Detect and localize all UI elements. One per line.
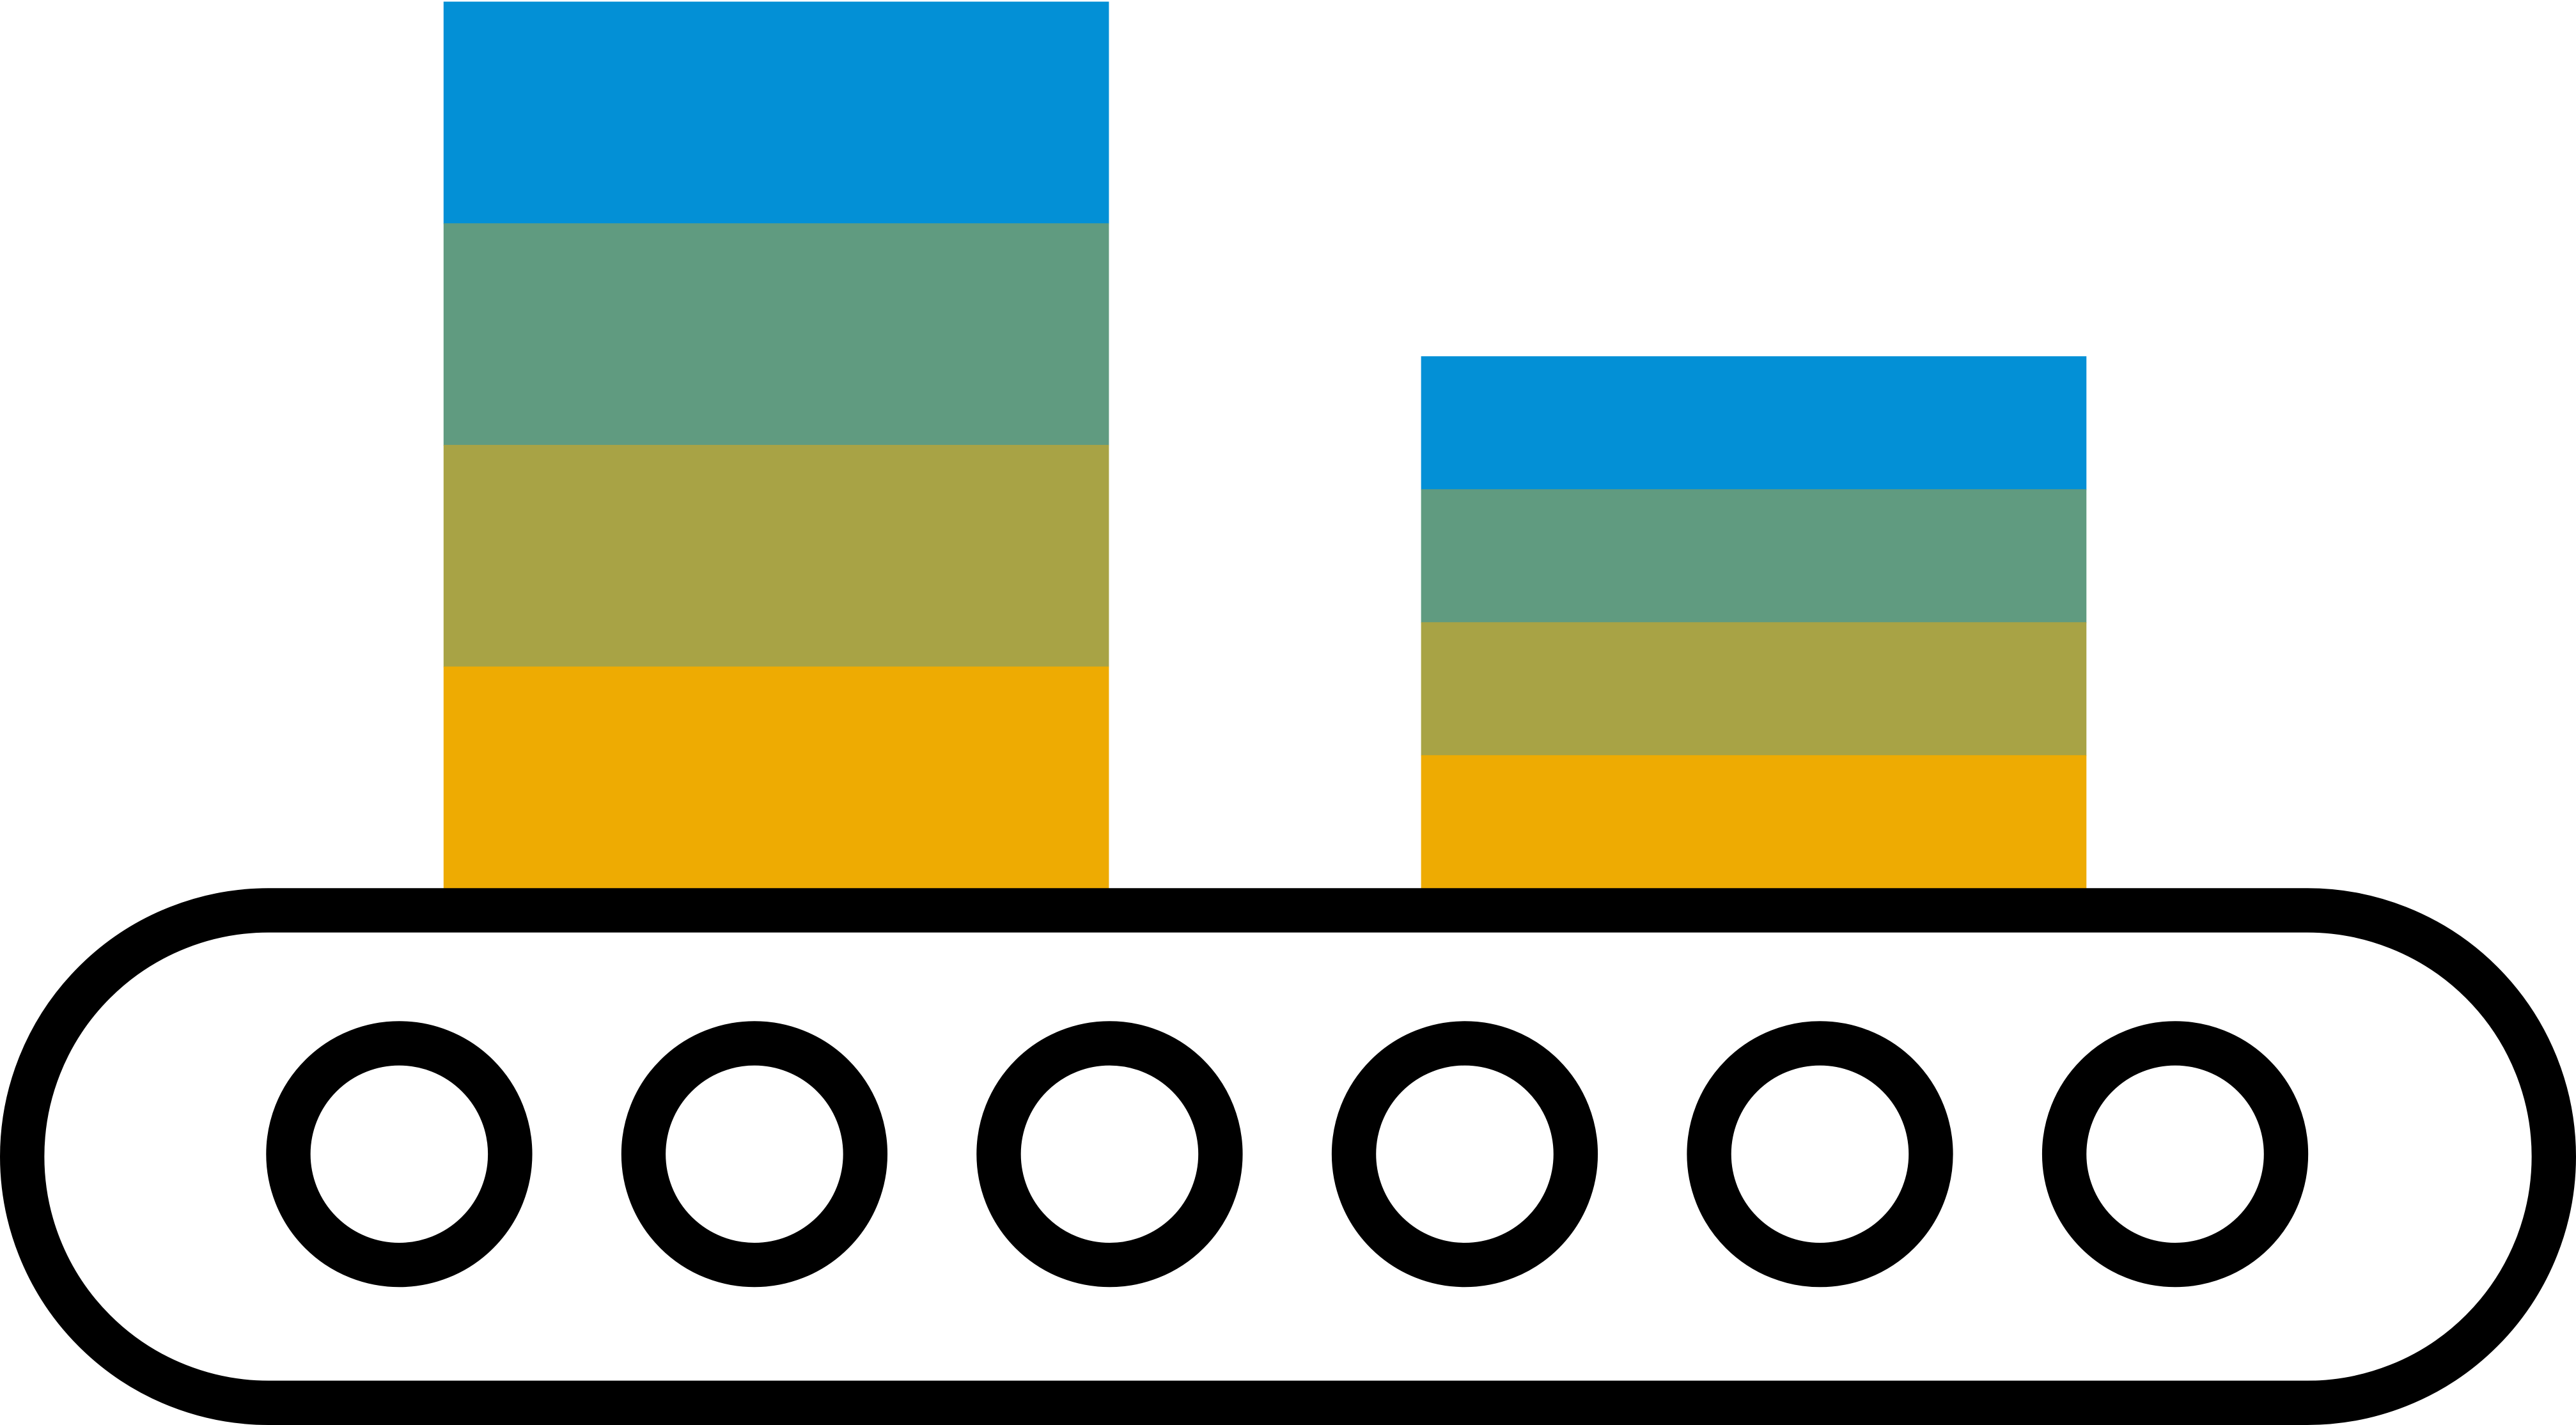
roller-icon (621, 1021, 888, 1288)
roller-icon (976, 1021, 1243, 1288)
roller-icon (2041, 1021, 2309, 1288)
tall-stack-box-2 (443, 223, 1109, 446)
short-stack-box-2 (1421, 489, 2087, 623)
tall-stack-box-3 (443, 444, 1109, 667)
box-stacks (443, 1, 2087, 889)
roller-icon (1687, 1021, 1953, 1288)
tall-stack-box-4 (443, 666, 1109, 889)
short-stack-box-1 (1421, 356, 2087, 490)
rollers (266, 1021, 2309, 1288)
short-stack-box-4 (1421, 755, 2087, 889)
roller-icon (1331, 1021, 1598, 1288)
roller-icon (266, 1021, 533, 1288)
tall-stack-box-1 (443, 1, 1109, 224)
short-stack-box-3 (1421, 622, 2087, 756)
conveyor-belt-icon (0, 888, 2576, 1425)
